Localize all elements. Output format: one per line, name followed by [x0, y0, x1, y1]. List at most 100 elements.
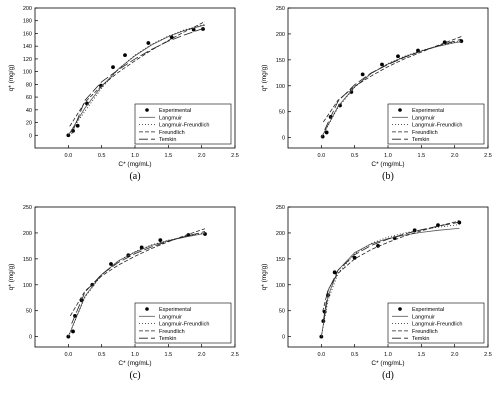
x-tick-label: 0.5: [98, 153, 106, 159]
data-point: [352, 255, 357, 260]
data-point: [201, 27, 205, 31]
y-tick-label: 250: [276, 205, 285, 211]
y-tick-label: 50: [26, 309, 32, 315]
legend-entry: Freundlich: [412, 130, 438, 136]
x-tick-label: 2.0: [451, 153, 459, 159]
x-tick-label: 0.0: [65, 352, 73, 358]
panel-caption: (d): [382, 370, 394, 381]
x-tick-label: 1.0: [131, 153, 139, 159]
x-tick-label: 2.5: [484, 352, 492, 358]
x-tick-label: 1.0: [131, 352, 139, 358]
x-tick-label: 2.5: [231, 153, 239, 159]
data-point: [169, 35, 174, 40]
y-tick-label: 250: [23, 205, 32, 211]
data-point: [324, 130, 329, 135]
x-tick-label: 0.5: [351, 153, 359, 159]
data-point: [123, 53, 127, 57]
data-point: [191, 27, 196, 32]
data-point: [376, 243, 380, 248]
chart-panel-1: 0.0 0.5 1.0 1.5 2.0 2.5 0 20 40 60 80 100 120 140 160 1…: [8, 6, 239, 182]
y-tick-label: 80: [26, 82, 32, 88]
y-tick-label: 200: [23, 231, 32, 237]
legend-entry: Freundlich: [159, 329, 185, 335]
y-tick-label: 140: [23, 44, 32, 50]
legend-entry: Freundlich: [159, 130, 185, 136]
y-axis-label: q* (mg/g): [261, 264, 268, 291]
y-tick-label: 60: [26, 95, 32, 101]
x-axis-label: C* (mg/mL): [118, 161, 151, 168]
chart-panel-2: 0.0 0.5 1.0 1.5 2.0 2.5 0 50 100 150 200 250 C* (mg/…: [261, 6, 492, 182]
x-tick-label: 0.5: [98, 352, 106, 358]
x-tick-label: 2.5: [484, 153, 492, 159]
y-axis-label: q* (mg/g): [8, 264, 15, 291]
y-tick-label: 100: [23, 283, 32, 289]
y-tick-label: 180: [23, 19, 32, 25]
x-tick-label: 1.5: [165, 153, 173, 159]
data-point: [360, 72, 365, 77]
y-tick-label: 0: [282, 335, 285, 341]
y-tick-label: 0: [282, 136, 285, 142]
legend-marker: [398, 307, 402, 311]
data-point: [380, 62, 384, 67]
legend-entry: Langmuir: [159, 115, 182, 121]
y-tick-label: 150: [276, 58, 285, 64]
y-tick-label: 0: [29, 133, 32, 139]
y-axis-label: q* (mg/g): [8, 65, 15, 92]
fit-line-langmuir: [67, 24, 206, 136]
y-tick-label: 150: [276, 257, 285, 263]
data-point: [71, 329, 75, 334]
fit-line-freundlich: [322, 220, 460, 312]
legend-marker: [145, 108, 149, 112]
legend-entry: Langmuir: [412, 115, 435, 121]
legend-entry: Langmuir: [159, 314, 182, 320]
x-axis-label: C* (mg/mL): [371, 360, 404, 367]
data-point: [158, 238, 163, 243]
chart-panel-3: 0.0 0.5 1.0 1.5 2.0 2.5 0 50 100 150 200 250 C* (mg/…: [8, 205, 239, 381]
y-axis-label: q* (mg/g): [261, 65, 268, 92]
x-tick-label: 1.5: [165, 352, 173, 358]
x-tick-label: 0.0: [318, 153, 326, 159]
fit-line-langmuir-freundlich: [68, 24, 206, 136]
y-tick-label: 100: [23, 70, 32, 76]
y-tick-label: 150: [23, 257, 32, 263]
fit-line-langmuir: [320, 227, 460, 337]
legend-entry: Langmuir-Freundlich: [159, 123, 209, 129]
data-point: [338, 103, 342, 108]
legend-entry: Temkin: [159, 137, 176, 143]
x-tick-label: 0.0: [318, 352, 326, 358]
fit-line-temkin: [71, 230, 206, 324]
legend-entry: Experimental: [412, 307, 444, 313]
y-tick-label: 200: [276, 32, 285, 38]
x-tick-label: 2.0: [451, 352, 459, 358]
chart-panel-4: 0.0 0.5 1.0 1.5 2.0 2.5 0 50 100 150 200 250 C* (mg/…: [261, 205, 492, 381]
fit-line-freundlich: [69, 21, 206, 127]
x-tick-label: 2.0: [198, 153, 206, 159]
legend-entry: Temkin: [412, 336, 429, 342]
legend-entry: Experimental: [412, 108, 444, 114]
x-tick-label: 1.5: [418, 153, 426, 159]
y-tick-label: 100: [276, 84, 285, 90]
data-point: [109, 262, 113, 266]
data-point: [75, 123, 80, 128]
y-tick-label: 160: [23, 31, 32, 37]
y-tick-label: 0: [29, 335, 32, 341]
fit-line-langmuir: [320, 41, 462, 138]
fit-line-temkin: [324, 38, 462, 131]
y-tick-label: 100: [276, 283, 285, 289]
y-tick-label: 50: [279, 110, 285, 116]
fit-line-langmuir: [67, 233, 206, 337]
y-tick-label: 40: [26, 108, 32, 114]
x-tick-label: 1.0: [384, 153, 392, 159]
legend-marker: [145, 307, 149, 311]
data-point: [139, 245, 144, 250]
y-tick-label: 200: [276, 231, 285, 237]
fit-line-temkin: [71, 26, 206, 135]
y-tick-label: 200: [23, 6, 32, 12]
fit-line-langmuir-freundlich: [67, 232, 206, 337]
legend-box: [134, 103, 232, 145]
legend-marker: [398, 108, 402, 112]
